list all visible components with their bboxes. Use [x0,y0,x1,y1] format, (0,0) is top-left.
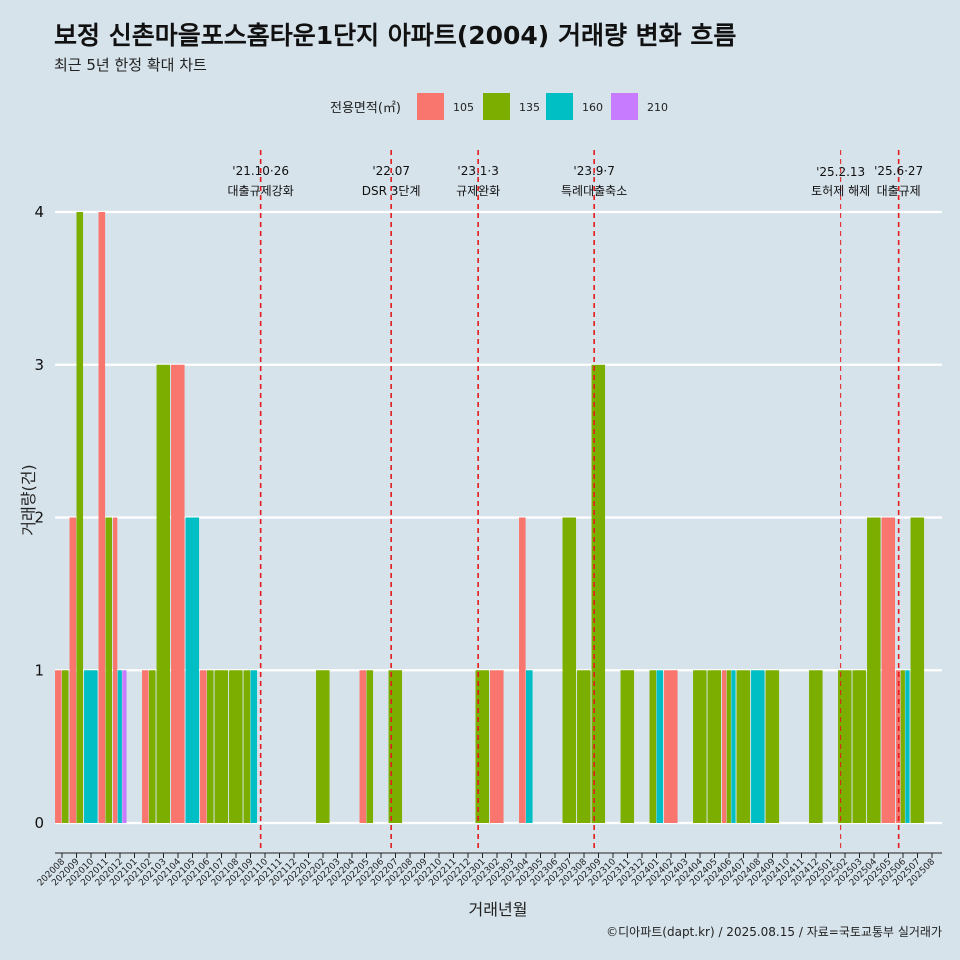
bar-135-202308 [577,670,591,823]
bar-135-202107 [214,670,229,823]
bar-160-202506 [905,670,910,823]
event-date: '25.6·27 [874,164,923,178]
bar-105-202505 [881,517,896,823]
bar-135-202407 [736,670,751,823]
event-date: '23.9·7 [573,164,614,178]
bar-135-202412 [809,670,823,823]
event-lines: '21.10·26 대출규제강화 '22.07 DSR 3단계 '23.1·3 규제완화 '… [228,150,923,852]
y-axis-title: 거래량(건) [19,464,38,535]
bar-160-202406 [731,670,736,823]
bar-105-202008 [55,670,62,823]
y-tick-label: 4 [34,203,44,221]
bar-105-202009 [69,517,77,823]
legend-label: 135 [519,101,540,114]
bar-160-202304 [526,670,533,823]
y-tick-label: 1 [34,661,44,679]
bar-135-202009 [76,212,84,823]
bar-160-202408 [751,670,765,823]
y-tick-label: 0 [34,814,44,832]
event-label: 규제완화 [456,184,500,198]
event-date: '21.10·26 [232,164,289,178]
y-tick-label: 3 [34,356,44,374]
event-label: 대출규제강화 [228,184,294,198]
legend-swatch-210 [611,93,638,120]
bar-135-202406 [726,670,731,823]
event-date: '22.07 [372,164,410,178]
bar-135-202106 [207,670,214,823]
event-label: DSR 3단계 [362,184,421,198]
bar-135-202109 [243,670,251,823]
bar-160-202109 [250,670,258,823]
y-axis: 0 1 2 3 4 [34,203,44,832]
caption: ©디아파트(dapt.kr) / 2025.08.15 / 자료=국토교통부 실… [606,925,942,939]
x-axis-title: 거래년월 [469,900,528,919]
bar-105-202402 [664,670,678,823]
event-date: '25.2.13 [816,165,865,179]
chart-title: 보정 신촌마을포스홈타운1단지 아파트(2004) 거래량 변화 흐름 [54,21,736,50]
event-label: 대출규제 [877,184,921,198]
event-label: 토허제 해제 [811,184,870,198]
chart-subtitle: 최근 5년 한정 확대 차트 [54,56,207,74]
bar-160-202105 [185,517,200,823]
bar-210-202012 [122,670,127,823]
bar-105-202302 [490,670,504,823]
legend-label: 210 [647,101,668,114]
bar-160-202012 [117,670,122,823]
bar-135-202506 [900,670,905,823]
bar-135-202011 [105,517,113,823]
bar-135-202502 [838,670,852,823]
legend-title: 전용면적(㎡) [330,101,401,116]
bar-105-202304 [519,517,526,823]
bar-135-202409 [765,670,780,823]
bar-105-202406 [722,670,727,823]
bar-135-202008 [62,670,69,823]
bar-135-202307 [562,517,577,823]
bar-105-202106 [200,670,207,823]
bar-135-202507 [910,517,925,823]
bar-105-202102 [142,670,149,823]
bar-135-202202 [316,670,330,823]
y-tick-label: 2 [34,509,44,527]
bar-135-202102 [149,670,156,823]
bar-105-202011 [98,212,106,823]
bar-160-202401 [656,670,664,823]
bar-135-202108 [229,670,243,823]
legend-swatch-135 [483,93,510,120]
legend-swatch-160 [546,93,573,120]
legend-label: 160 [582,101,603,114]
bar-135-202404 [693,670,707,823]
bar-160-202010 [84,670,98,823]
legend-swatch-105 [417,93,444,120]
bar-135-202401 [649,670,657,823]
legend: 전용면적(㎡) 105 135 160 210 [330,93,668,120]
bar-135-202405 [707,670,722,823]
bar-105-202012 [113,517,118,823]
bar-135-202503 [852,670,867,823]
legend-label: 105 [453,101,474,114]
bar-135-202103 [156,364,171,823]
bar-135-202504 [867,517,881,823]
bar-135-202311 [620,670,635,823]
event-date: '23.1·3 [457,164,498,178]
event-label: 특례대출축소 [561,184,627,198]
bar-105-202104 [171,364,185,823]
bar-135-202205 [366,670,374,823]
bar-105-202205 [359,670,367,823]
